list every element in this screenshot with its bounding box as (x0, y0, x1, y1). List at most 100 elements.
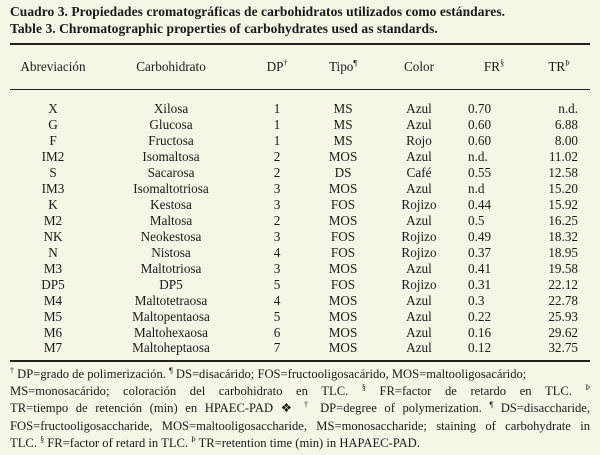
cell-tr: 15.92 (548, 197, 578, 213)
cell-tr: 18.32 (548, 228, 578, 244)
header-carbohidrato: Carbohidrato (136, 59, 206, 74)
cell-tr: n.d. (558, 101, 578, 117)
cell-fr: 0.70 (468, 101, 492, 117)
table-body: X Xilosa 1 MS Azul 0.70 n.d. G Glucosa 1 MS Azul 0.6… (10, 85, 590, 356)
table-row: M3 Maltotriosa 3 MOS Azul 0.41 19.58 (10, 260, 590, 276)
cell-tr: 32.75 (548, 340, 578, 356)
cell-fr: 0.37 (468, 244, 492, 260)
table-row: S Sacarosa 2 DS Café 0.55 12.58 (10, 165, 590, 181)
cell-color: Azul (406, 324, 432, 340)
cell-abr: M4 (43, 292, 63, 308)
cell-fr: 0.41 (468, 260, 492, 276)
cell-abr: G (48, 117, 58, 133)
cell-tr: 29.62 (548, 324, 578, 340)
header-rule (10, 89, 590, 90)
cell-color: Rojizo (401, 244, 437, 260)
table-row: IM2 Isomaltosa 2 MOS Azul n.d. 11.02 (10, 149, 590, 165)
cell-fr: 0.5 (468, 212, 485, 228)
spacer-row (10, 85, 590, 101)
cell-tipo: MS (333, 133, 353, 149)
table-row: N Nistosa 4 FOS Rojizo 0.37 18.95 (10, 244, 590, 260)
cell-tr: 8.00 (554, 133, 578, 149)
header-tipo: Tipo¶ (328, 58, 358, 74)
cell-dp: 4 (273, 244, 281, 260)
cell-tipo: FOS (330, 244, 356, 260)
cell-dp: 3 (273, 197, 281, 213)
cell-fr: 0.49 (468, 228, 492, 244)
footnote-line-1: † DP=grado de polimerización. ¶ DS=disac… (10, 365, 527, 381)
footnote-line-2: MS=monosacárido; coloración del carbohid… (10, 383, 590, 399)
table-row: M7 Maltoheptaosa 7 MOS Azul 0.12 32.75 (10, 340, 590, 356)
cell-abr: M5 (43, 308, 63, 324)
cell-abr: K (48, 197, 58, 213)
carbohydrate-table: Abreviación Carbohidrato DP† Tipo¶ Color… (10, 49, 590, 356)
cell-dp: 7 (273, 340, 281, 356)
cell-abr: M2 (43, 212, 63, 228)
cell-tr: 15.20 (548, 181, 578, 197)
cell-tipo: MOS (328, 149, 358, 165)
table-row: M4 Maltotetraosa 4 MOS Azul 0.3 22.78 (10, 292, 590, 308)
cell-color: Azul (406, 260, 432, 276)
top-rule (10, 43, 590, 45)
caption-spanish: Cuadro 3. Propiedades cromatográficas de… (10, 4, 506, 19)
cell-dp: 2 (273, 212, 281, 228)
cell-fr: 0.60 (468, 117, 492, 133)
cell-fr: 0.55 (468, 165, 492, 181)
cell-color: Rojizo (401, 197, 437, 213)
cell-dp: 3 (273, 181, 281, 197)
cell-abr: M7 (43, 340, 63, 356)
cell-tipo: FOS (330, 228, 356, 244)
footnotes: † DP=grado de polimerización. ¶ DS=disac… (10, 366, 590, 452)
cell-abr: M3 (43, 260, 63, 276)
cell-dp: 3 (273, 228, 281, 244)
cell-car: Glucosa (149, 117, 193, 133)
cell-color: Rojizo (401, 276, 437, 292)
cell-tipo: MS (333, 101, 353, 117)
cell-car: Isomaltosa (142, 149, 200, 165)
table-row: IM3 Isomaltotriosa 3 MOS Azul n.d 15.20 (10, 181, 590, 197)
footnote-line-4: FOS=fructooligosaccharide, MOS=maltoolig… (10, 418, 590, 433)
cell-abr: S (49, 165, 57, 181)
cell-car: Fructosa (148, 133, 194, 149)
cell-tr: 19.58 (548, 260, 578, 276)
cell-fr: 0.22 (468, 308, 492, 324)
cell-car: Xilosa (153, 101, 189, 117)
cell-color: Azul (406, 149, 432, 165)
cell-tipo: MOS (328, 340, 358, 356)
cell-tipo: MOS (328, 308, 358, 324)
cell-abr: NK (43, 228, 63, 244)
cell-tipo: DS (334, 165, 352, 181)
header-row: Abreviación Carbohidrato DP† Tipo¶ Color… (10, 49, 590, 85)
cell-fr: 0.44 (468, 197, 492, 213)
cell-tipo: MOS (328, 324, 358, 340)
cell-dp: 1 (273, 133, 281, 149)
cell-car: Maltotriosa (140, 260, 202, 276)
cell-color: Azul (406, 212, 432, 228)
cell-dp: 1 (273, 101, 281, 117)
cell-car: Isomaltotriosa (133, 181, 209, 197)
cell-tipo: MS (333, 117, 353, 133)
cell-car: Maltohexaosa (134, 324, 208, 340)
cell-dp: 1 (273, 117, 281, 133)
cell-color: Rojo (406, 133, 432, 149)
bottom-rule (10, 360, 590, 362)
cell-color: Azul (406, 117, 432, 133)
cell-color: Rojizo (401, 228, 437, 244)
cell-abr: F (49, 133, 57, 149)
cell-fr: 0.3 (468, 292, 485, 308)
cell-tr: 22.78 (548, 292, 578, 308)
cell-tipo: MOS (328, 212, 358, 228)
table-row: G Glucosa 1 MS Azul 0.60 6.88 (10, 117, 590, 133)
caption-english: Table 3. Chromatographic properties of c… (10, 21, 438, 36)
cell-color: Azul (406, 340, 432, 356)
cell-car: Maltosa (149, 212, 193, 228)
cell-fr: 0.16 (468, 324, 492, 340)
cell-car: DP5 (159, 276, 183, 292)
cell-abr: IM3 (41, 181, 65, 197)
cell-car: Maltoheptaosa (132, 340, 210, 356)
cell-tipo: MOS (328, 260, 358, 276)
cell-tr: 25.93 (548, 308, 578, 324)
table-row: DP5 DP5 5 FOS Rojizo 0.31 22.12 (10, 276, 590, 292)
table-row: M2 Maltosa 2 MOS Azul 0.5 16.25 (10, 213, 590, 229)
cell-dp: 5 (273, 308, 281, 324)
